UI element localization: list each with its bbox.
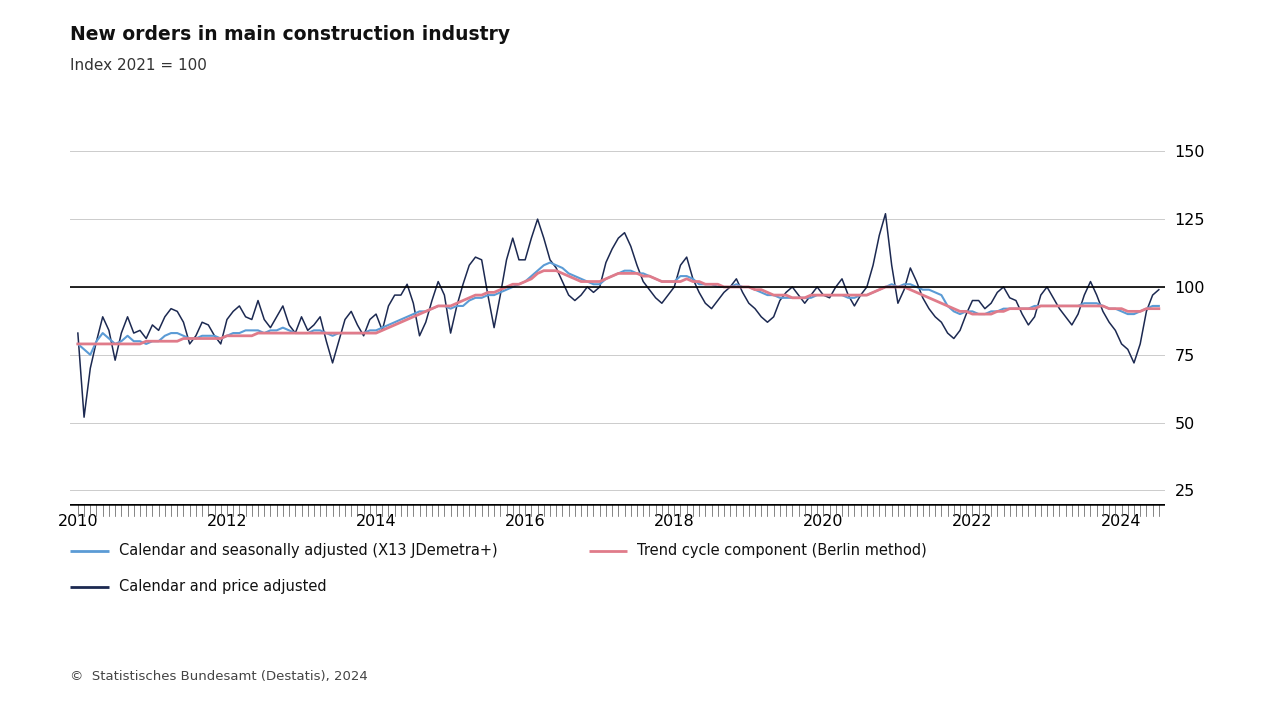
Text: Index 2021 = 100: Index 2021 = 100 bbox=[70, 58, 207, 73]
Text: Trend cycle component (Berlin method): Trend cycle component (Berlin method) bbox=[637, 544, 927, 558]
Text: Calendar and seasonally adjusted (X13 JDemetra+): Calendar and seasonally adjusted (X13 JD… bbox=[119, 544, 498, 558]
Text: Calendar and price adjusted: Calendar and price adjusted bbox=[119, 580, 326, 594]
Text: ©  Statistisches Bundesamt (Destatis), 2024: © Statistisches Bundesamt (Destatis), 20… bbox=[70, 670, 369, 683]
Text: New orders in main construction industry: New orders in main construction industry bbox=[70, 25, 511, 44]
